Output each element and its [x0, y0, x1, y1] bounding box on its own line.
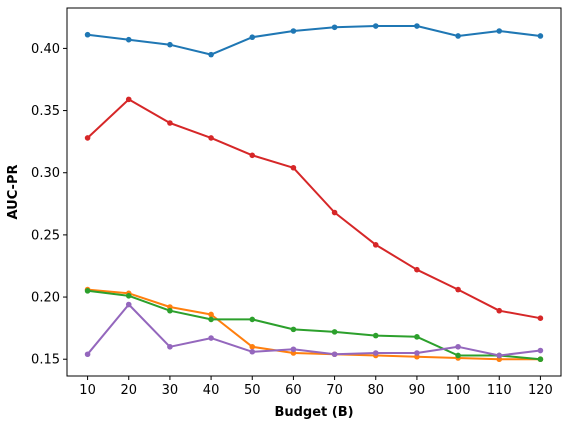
- series-4: [84, 96, 544, 321]
- data-point: [372, 23, 379, 29]
- x-tick-label: 90: [409, 383, 426, 398]
- data-point: [84, 135, 91, 141]
- plot-frame: [66, 7, 562, 377]
- data-point: [496, 28, 503, 34]
- x-tick-label: 60: [285, 383, 302, 398]
- data-point: [208, 316, 214, 323]
- x-tick-label: 10: [79, 383, 96, 398]
- data-point: [290, 326, 297, 333]
- data-point: [537, 33, 544, 39]
- series-group: [84, 23, 544, 363]
- series-line: [87, 25, 541, 56]
- data-point: [125, 301, 132, 308]
- y-tick-label: 0.35: [31, 104, 60, 119]
- data-point: [372, 332, 379, 339]
- series-line: [86, 303, 541, 357]
- data-point: [167, 120, 173, 126]
- data-point: [455, 33, 461, 39]
- data-point: [455, 352, 461, 359]
- data-point: [372, 242, 379, 248]
- data-point: [208, 335, 214, 341]
- data-point: [496, 307, 503, 314]
- data-point: [167, 343, 173, 350]
- y-tick-label: 0.25: [31, 228, 60, 243]
- x-tick-label: 30: [162, 383, 179, 398]
- data-point: [167, 307, 173, 314]
- x-axis-title: Budget (B): [274, 405, 353, 420]
- data-point: [290, 164, 297, 171]
- data-point: [290, 346, 297, 353]
- data-point: [496, 352, 503, 359]
- data-point: [331, 24, 338, 31]
- y-axis: 0.15 0.20 0.25 0.30 0.35 0.40: [31, 42, 67, 368]
- y-tick-label: 0.15: [31, 353, 60, 368]
- data-point: [249, 316, 256, 323]
- data-point: [249, 34, 256, 41]
- series-3: [84, 288, 544, 363]
- data-point: [249, 348, 256, 355]
- data-point: [167, 41, 173, 48]
- data-point: [537, 356, 544, 363]
- x-tick-label: 50: [244, 383, 261, 398]
- data-point: [249, 343, 256, 350]
- series-line: [87, 289, 541, 361]
- series-line: [87, 288, 541, 361]
- data-point: [208, 311, 214, 318]
- y-axis-title: AUC-PR: [6, 165, 21, 220]
- data-point: [84, 31, 91, 38]
- x-tick-label: 40: [203, 383, 220, 398]
- data-point: [537, 315, 544, 321]
- x-tick-label: 20: [120, 383, 137, 398]
- data-point: [414, 350, 420, 356]
- x-tick-label: 110: [487, 383, 512, 398]
- data-point: [125, 96, 132, 103]
- data-point: [290, 28, 297, 34]
- data-point: [331, 351, 338, 358]
- data-point: [414, 266, 420, 273]
- data-point: [455, 343, 461, 350]
- data-point: [208, 135, 214, 141]
- x-tick-label: 100: [446, 383, 471, 398]
- x-axis: 10 20 30 40 50 60 70 80 90 100 110 120: [79, 376, 553, 398]
- data-point: [208, 51, 214, 58]
- data-point: [537, 347, 544, 354]
- series-1: [84, 23, 544, 58]
- data-point: [125, 36, 132, 43]
- data-point: [331, 329, 338, 335]
- x-tick-label: 70: [326, 383, 343, 398]
- series-line: [86, 98, 541, 320]
- data-point: [125, 293, 132, 299]
- x-tick-label: 120: [528, 383, 553, 398]
- data-point: [84, 288, 91, 294]
- data-point: [331, 209, 338, 216]
- data-point: [84, 351, 91, 358]
- data-point: [414, 334, 420, 340]
- data-point: [372, 350, 379, 356]
- x-tick-label: 80: [367, 383, 384, 398]
- series-5: [84, 301, 544, 359]
- y-tick-label: 0.40: [31, 42, 60, 57]
- data-point: [455, 286, 461, 293]
- data-point: [249, 152, 256, 159]
- y-tick-label: 0.20: [31, 291, 60, 306]
- y-tick-label: 0.30: [31, 166, 60, 181]
- data-point: [414, 23, 420, 29]
